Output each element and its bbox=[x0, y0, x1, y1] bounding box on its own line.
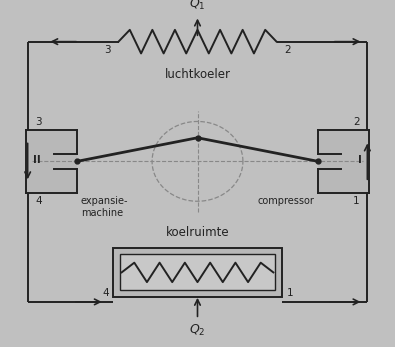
Text: expansie-
machine: expansie- machine bbox=[81, 196, 128, 218]
Text: $Q_2$: $Q_2$ bbox=[189, 323, 206, 338]
Text: 1: 1 bbox=[353, 196, 359, 206]
Bar bbox=[318, 130, 369, 193]
Text: 4: 4 bbox=[102, 288, 109, 298]
Text: koelruimte: koelruimte bbox=[166, 227, 229, 239]
Text: 3: 3 bbox=[36, 117, 42, 127]
Text: $Q_1$: $Q_1$ bbox=[189, 0, 206, 12]
Text: II: II bbox=[33, 155, 41, 164]
Text: compressor: compressor bbox=[257, 196, 314, 206]
Text: 4: 4 bbox=[36, 196, 42, 206]
Text: 2: 2 bbox=[353, 117, 359, 127]
Bar bbox=[26, 130, 77, 193]
Text: 2: 2 bbox=[284, 45, 291, 55]
Text: 1: 1 bbox=[286, 288, 293, 298]
Bar bbox=[113, 248, 282, 297]
Text: 3: 3 bbox=[104, 45, 111, 55]
Text: I: I bbox=[358, 155, 362, 164]
Bar bbox=[120, 254, 275, 290]
Text: luchtkoeler: luchtkoeler bbox=[164, 68, 231, 81]
